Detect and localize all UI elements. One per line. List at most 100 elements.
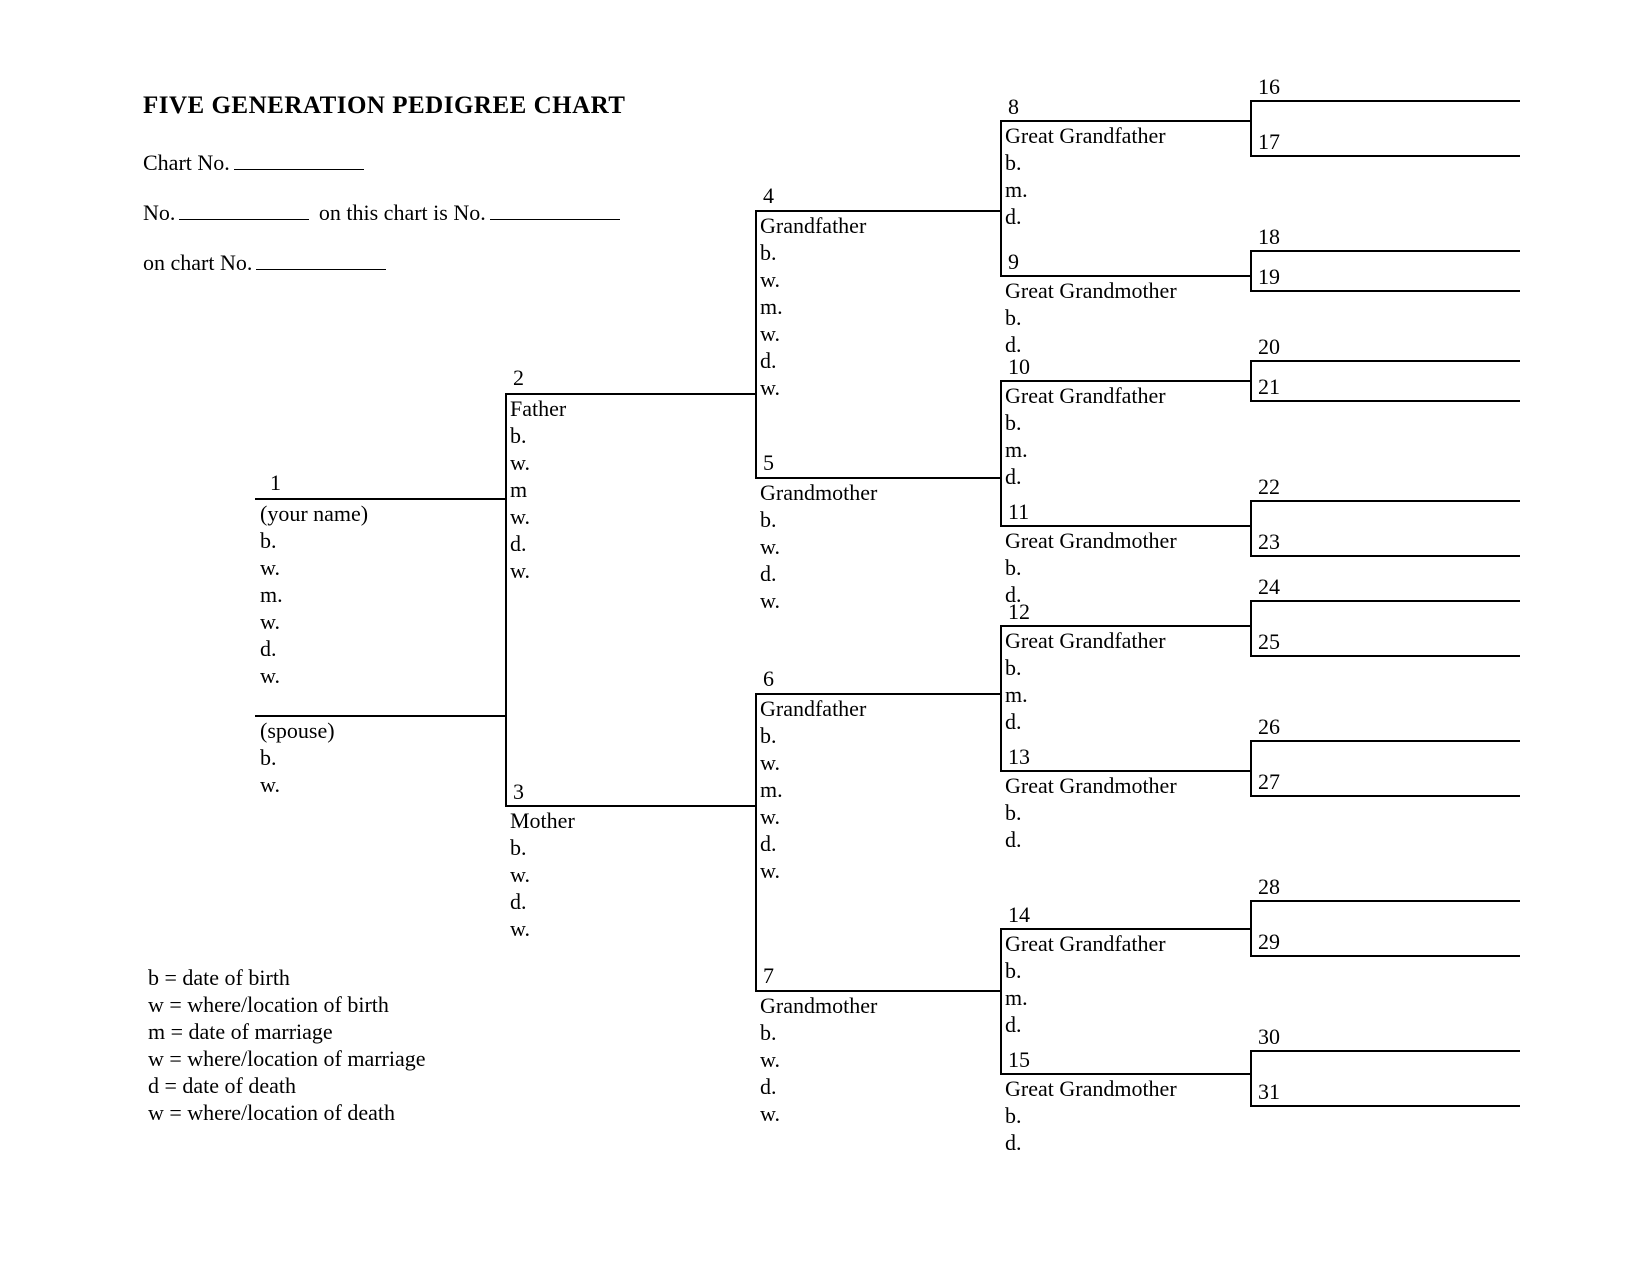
p10-m: m. bbox=[1005, 436, 1166, 463]
conn-p14 bbox=[1250, 900, 1252, 955]
p5-w2: w. bbox=[760, 587, 877, 614]
line-20 bbox=[1250, 360, 1520, 362]
person-15-block: Great Grandmother b. d. bbox=[1005, 1075, 1177, 1156]
conn-p4 bbox=[1000, 120, 1002, 275]
p8-m: m. bbox=[1005, 176, 1166, 203]
p8-name: Great Grandfather bbox=[1005, 122, 1166, 149]
line-30 bbox=[1250, 1050, 1520, 1052]
num-30: 30 bbox=[1258, 1024, 1280, 1050]
on-chart-no-line: on chart No. bbox=[143, 250, 390, 276]
p3-name: Mother bbox=[510, 807, 575, 834]
p4-w2: w. bbox=[760, 320, 866, 347]
p6-w2: w. bbox=[760, 803, 866, 830]
p6-w3: w. bbox=[760, 857, 866, 884]
p15-d: d. bbox=[1005, 1129, 1177, 1156]
p8-d: d. bbox=[1005, 203, 1166, 230]
p14-d: d. bbox=[1005, 1011, 1166, 1038]
num-31: 31 bbox=[1258, 1079, 1280, 1105]
p4-d: d. bbox=[760, 347, 866, 374]
num-19: 19 bbox=[1258, 264, 1280, 290]
person-6-block: Grandfather b. w. m. w. d. w. bbox=[760, 695, 866, 884]
no-line: No. on this chart is No. bbox=[143, 200, 624, 226]
spouse-b: b. bbox=[260, 744, 335, 771]
person-9-block: Great Grandmother b. d. bbox=[1005, 277, 1177, 358]
p2-w1: w. bbox=[510, 449, 566, 476]
chart-no-blank[interactable] bbox=[234, 151, 364, 170]
line-18 bbox=[1250, 250, 1520, 252]
p15-b: b. bbox=[1005, 1102, 1177, 1129]
p2-w2: w. bbox=[510, 503, 566, 530]
p1-name: (your name) bbox=[260, 500, 368, 527]
no-blank-1[interactable] bbox=[179, 201, 309, 220]
p4-name: Grandfather bbox=[760, 212, 866, 239]
conn-p8 bbox=[1250, 100, 1252, 155]
conn-p3 bbox=[755, 693, 757, 990]
p4-w3: w. bbox=[760, 374, 866, 401]
num-25: 25 bbox=[1258, 629, 1280, 655]
p12-name: Great Grandfather bbox=[1005, 627, 1166, 654]
conn-p10 bbox=[1250, 360, 1252, 400]
p10-name: Great Grandfather bbox=[1005, 382, 1166, 409]
line-27 bbox=[1250, 795, 1520, 797]
person-3-block: Mother b. w. d. w. bbox=[510, 807, 575, 942]
num-13: 13 bbox=[1008, 744, 1030, 770]
line-22 bbox=[1250, 500, 1520, 502]
p2-w3: w. bbox=[510, 557, 566, 584]
p1-w1: w. bbox=[260, 554, 368, 581]
conn-p6 bbox=[1000, 625, 1002, 770]
conn-p7 bbox=[1000, 928, 1002, 1073]
num-22: 22 bbox=[1258, 474, 1280, 500]
conn-p2 bbox=[755, 210, 757, 477]
p2-d: d. bbox=[510, 530, 566, 557]
num-28: 28 bbox=[1258, 874, 1280, 900]
p6-w1: w. bbox=[760, 749, 866, 776]
line-17 bbox=[1250, 155, 1520, 157]
p12-b: b. bbox=[1005, 654, 1166, 681]
person-12-block: Great Grandfather b. m. d. bbox=[1005, 627, 1166, 735]
p2-b: b. bbox=[510, 422, 566, 449]
p5-w1: w. bbox=[760, 533, 877, 560]
no-blank-2[interactable] bbox=[490, 201, 620, 220]
p7-w1: w. bbox=[760, 1046, 877, 1073]
p2-name: Father bbox=[510, 395, 566, 422]
p6-name: Grandfather bbox=[760, 695, 866, 722]
on-chart-no-blank[interactable] bbox=[256, 251, 386, 270]
p3-w1: w. bbox=[510, 861, 575, 888]
p10-b: b. bbox=[1005, 409, 1166, 436]
p12-m: m. bbox=[1005, 681, 1166, 708]
num-15: 15 bbox=[1008, 1047, 1030, 1073]
person-5-block: Grandmother b. w. d. w. bbox=[760, 479, 877, 614]
p1-w2: w. bbox=[260, 608, 368, 635]
conn-p11 bbox=[1250, 500, 1252, 555]
line-29 bbox=[1250, 955, 1520, 957]
num-27: 27 bbox=[1258, 769, 1280, 795]
legend-m: m = date of marriage bbox=[148, 1019, 333, 1045]
conn-p12 bbox=[1250, 600, 1252, 655]
spouse-name: (spouse) bbox=[260, 717, 335, 744]
person-8-block: Great Grandfather b. m. d. bbox=[1005, 122, 1166, 230]
p7-b: b. bbox=[760, 1019, 877, 1046]
conn-p15 bbox=[1250, 1050, 1252, 1105]
line-23 bbox=[1250, 555, 1520, 557]
legend-d: d = date of death bbox=[148, 1073, 296, 1099]
p14-m: m. bbox=[1005, 984, 1166, 1011]
num-12: 12 bbox=[1008, 599, 1030, 625]
p9-b: b. bbox=[1005, 304, 1177, 331]
spouse-block: (spouse) b. w. bbox=[260, 717, 335, 798]
person-14-block: Great Grandfather b. m. d. bbox=[1005, 930, 1166, 1038]
p5-name: Grandmother bbox=[760, 479, 877, 506]
person-1-block: (your name) b. w. m. w. d. w. bbox=[260, 500, 368, 689]
p7-d: d. bbox=[760, 1073, 877, 1100]
num-21: 21 bbox=[1258, 374, 1280, 400]
legend-w1: w = where/location of birth bbox=[148, 992, 389, 1018]
p2-m: m bbox=[510, 476, 566, 503]
on-chart-no-label: on chart No. bbox=[143, 250, 252, 275]
p4-w1: w. bbox=[760, 266, 866, 293]
num-23: 23 bbox=[1258, 529, 1280, 555]
p12-d: d. bbox=[1005, 708, 1166, 735]
legend-b: b = date of birth bbox=[148, 965, 290, 991]
num-10: 10 bbox=[1008, 354, 1030, 380]
p11-name: Great Grandmother bbox=[1005, 527, 1177, 554]
p13-d: d. bbox=[1005, 826, 1177, 853]
on-this-chart: on this chart is No. bbox=[313, 200, 485, 225]
